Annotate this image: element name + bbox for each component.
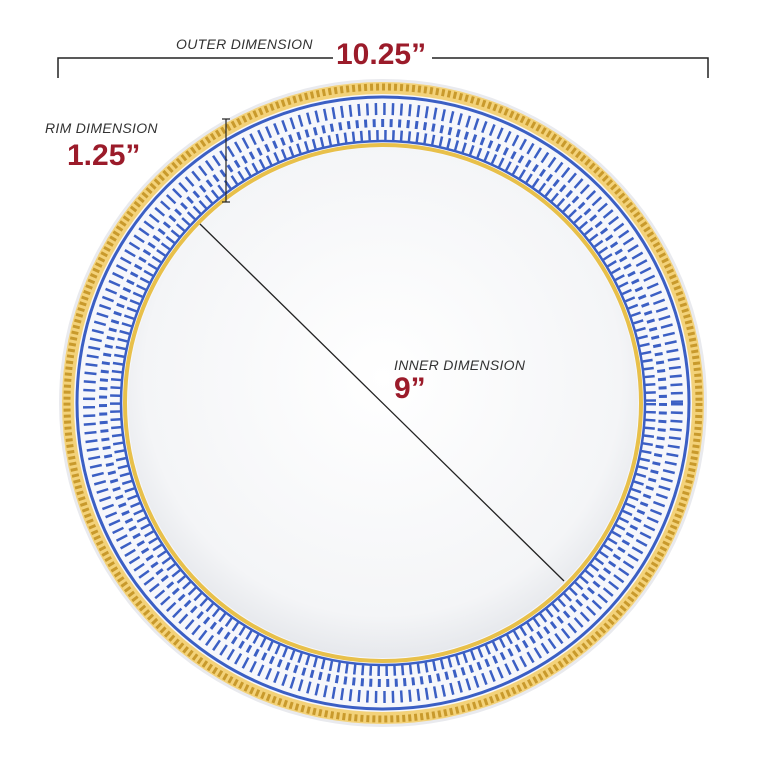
inner-dimension-value: 9” (394, 372, 426, 405)
outer-dimension-value: 10.25” (336, 38, 427, 71)
blue-lattice-outer (83, 103, 683, 703)
inner-dimension-line (199, 223, 565, 582)
blue-lattice-inner (110, 130, 656, 676)
rim-dimension-value: 1.25” (67, 139, 141, 172)
rim-dimension-label: RIM DIMENSION (45, 120, 158, 136)
blue-lattice-diamonds (99, 119, 667, 687)
rim-dimension-marker (222, 118, 230, 203)
gold-laurel-band (63, 83, 703, 723)
gold-inner-line (123, 143, 643, 663)
outer-dimension-label: OUTER DIMENSION (176, 36, 313, 52)
outer-dimension-bracket (57, 57, 709, 78)
inner-dimension-label: INNER DIMENSION (394, 357, 526, 373)
